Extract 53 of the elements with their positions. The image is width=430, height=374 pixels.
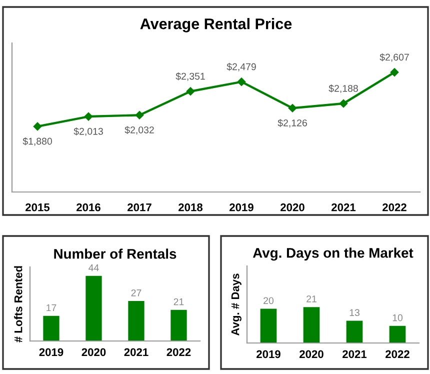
data-label: $2,607: [380, 53, 409, 62]
data-label: $2,126: [278, 119, 307, 128]
chart-title: Average Rental Price: [140, 18, 292, 32]
bar: [346, 320, 363, 343]
bar: [86, 276, 102, 341]
point: [288, 104, 297, 112]
data-label: 44: [88, 264, 99, 272]
x-tick-label: 2016: [76, 203, 100, 212]
x-tick-label: 2022: [382, 203, 406, 212]
point: [186, 87, 195, 96]
data-label: 21: [174, 298, 184, 306]
x-tick-label: 2020: [300, 350, 324, 358]
data-label: $2,479: [226, 62, 256, 72]
x-tick-label: 2022: [386, 350, 410, 358]
x-tick-label: 2019: [256, 350, 280, 358]
data-label: 20: [264, 297, 274, 304]
y-axis-title: Avg. # Days: [231, 274, 242, 336]
bar: [303, 307, 320, 343]
data-label: 21: [306, 295, 316, 302]
bar: [128, 301, 144, 341]
point: [390, 68, 399, 76]
x-tick-label: 2021: [332, 203, 356, 212]
x-tick-label: 2019: [230, 203, 254, 212]
data-label: 13: [350, 309, 360, 316]
data-label: $2,032: [124, 126, 154, 135]
x-tick-label: 2017: [128, 203, 152, 212]
bar: [43, 316, 60, 341]
x-tick-label: 2020: [280, 203, 304, 212]
data-label: $1,880: [22, 137, 52, 146]
data-label: $2,351: [176, 72, 205, 81]
bar: [389, 326, 406, 343]
y-axis-title: # Lofts Rented: [14, 266, 22, 342]
x-tick-label: 2021: [124, 348, 148, 356]
data-label: $2,188: [328, 84, 358, 93]
point: [237, 78, 246, 86]
bar: [170, 310, 187, 341]
bar: [260, 308, 277, 343]
point: [84, 112, 93, 121]
point: [339, 99, 348, 108]
x-tick-label: 2020: [82, 348, 106, 356]
x-tick-label: 2019: [39, 348, 64, 356]
point: [135, 110, 144, 120]
x-tick-label: 2018: [178, 203, 203, 212]
data-label: $2,013: [74, 127, 103, 136]
x-tick-label: 2015: [26, 203, 50, 212]
point: [33, 122, 42, 131]
data-label: 27: [131, 289, 142, 296]
chart-title: Avg. Days on the Market: [252, 248, 414, 261]
chart-title: Number of Rentals: [54, 248, 176, 259]
x-tick-label: 2021: [342, 350, 367, 358]
data-label: 17: [46, 304, 56, 312]
x-tick-label: 2022: [166, 348, 191, 356]
data-label: 10: [392, 314, 403, 322]
